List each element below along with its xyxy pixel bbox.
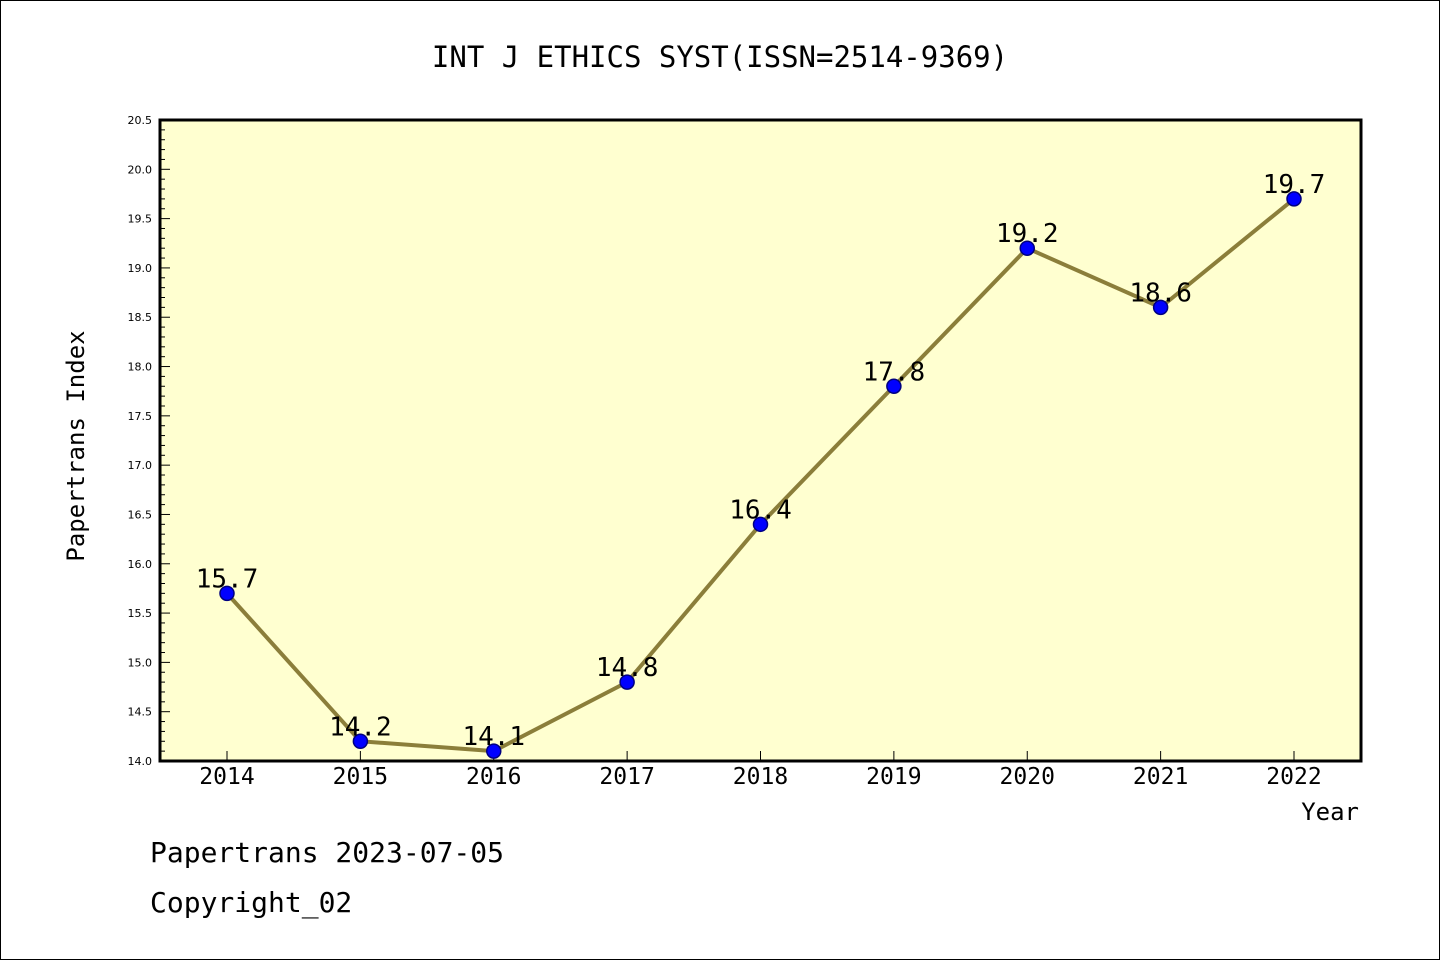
data-label: 14.8: [596, 653, 659, 683]
y-tick-label: 18.5: [128, 311, 153, 324]
y-tick-label: 16.0: [128, 558, 153, 571]
y-tick-label: 14.0: [128, 755, 153, 768]
y-tick-label: 19.0: [128, 262, 153, 275]
y-tick-label: 14.5: [128, 706, 153, 719]
y-tick-label: 19.5: [128, 213, 153, 226]
data-label: 16.4: [729, 495, 792, 525]
y-tick-label: 17.0: [128, 459, 153, 472]
y-tick-label: 15.5: [128, 607, 153, 620]
data-label: 14.1: [462, 722, 525, 752]
data-point: [1286, 191, 1302, 207]
series-layer: 15.7 14.2 14.1 14.8 16.4 17.8 19.2 18.6 19.7: [196, 170, 1326, 759]
data-point: [1152, 299, 1169, 316]
data-label: 15.7: [196, 564, 259, 594]
x-tick-label: 2014: [199, 764, 254, 790]
footer-copyright: Copyright_02: [150, 886, 353, 919]
y-axis-label: Papertrans Index: [62, 330, 90, 561]
chart-title: INT J ETHICS SYST(ISSN=2514-9369): [432, 40, 1008, 74]
x-axis: 2014 2015 2016 2017 2018 2019 2020 2021 2022: [199, 751, 1322, 790]
data-point: [619, 674, 635, 690]
data-point: [886, 378, 902, 395]
x-tick-label: 2018: [733, 764, 788, 790]
footer-date: Papertrans 2023-07-05: [150, 836, 505, 869]
data-point: [486, 743, 502, 759]
y-tick-label: 20.5: [128, 114, 153, 127]
data-label: 19.2: [996, 219, 1059, 249]
x-tick-label: 2015: [333, 764, 388, 790]
data-label: 17.8: [863, 357, 926, 387]
data-point: [352, 733, 369, 750]
y-tick-label: 17.5: [128, 410, 153, 423]
data-label: 14.2: [329, 712, 392, 742]
data-label: 18.6: [1129, 278, 1192, 308]
data-point: [219, 585, 235, 602]
x-tick-label: 2017: [599, 764, 654, 790]
y-tick-label: 20.0: [128, 163, 153, 176]
data-point: [1019, 240, 1035, 256]
y-tick-label: 15.0: [128, 656, 153, 669]
y-tick-label: 16.5: [128, 508, 153, 521]
x-tick-label: 2016: [466, 764, 521, 790]
x-tick-label: 2020: [1000, 764, 1055, 790]
x-tick-label: 2019: [866, 764, 921, 790]
data-label: 19.7: [1263, 170, 1326, 200]
x-tick-label: 2021: [1133, 764, 1188, 790]
x-tick-label: 2022: [1266, 764, 1321, 790]
data-point: [752, 516, 769, 533]
x-axis-label: Year: [1301, 798, 1359, 826]
plot-area: [158, 118, 1363, 763]
y-axis: 14.0 14.5 15.0 15.5 16.0 16.5 17.0 17.5 18.0 18.5…: [128, 114, 170, 768]
y-tick-label: 18.0: [128, 361, 153, 374]
